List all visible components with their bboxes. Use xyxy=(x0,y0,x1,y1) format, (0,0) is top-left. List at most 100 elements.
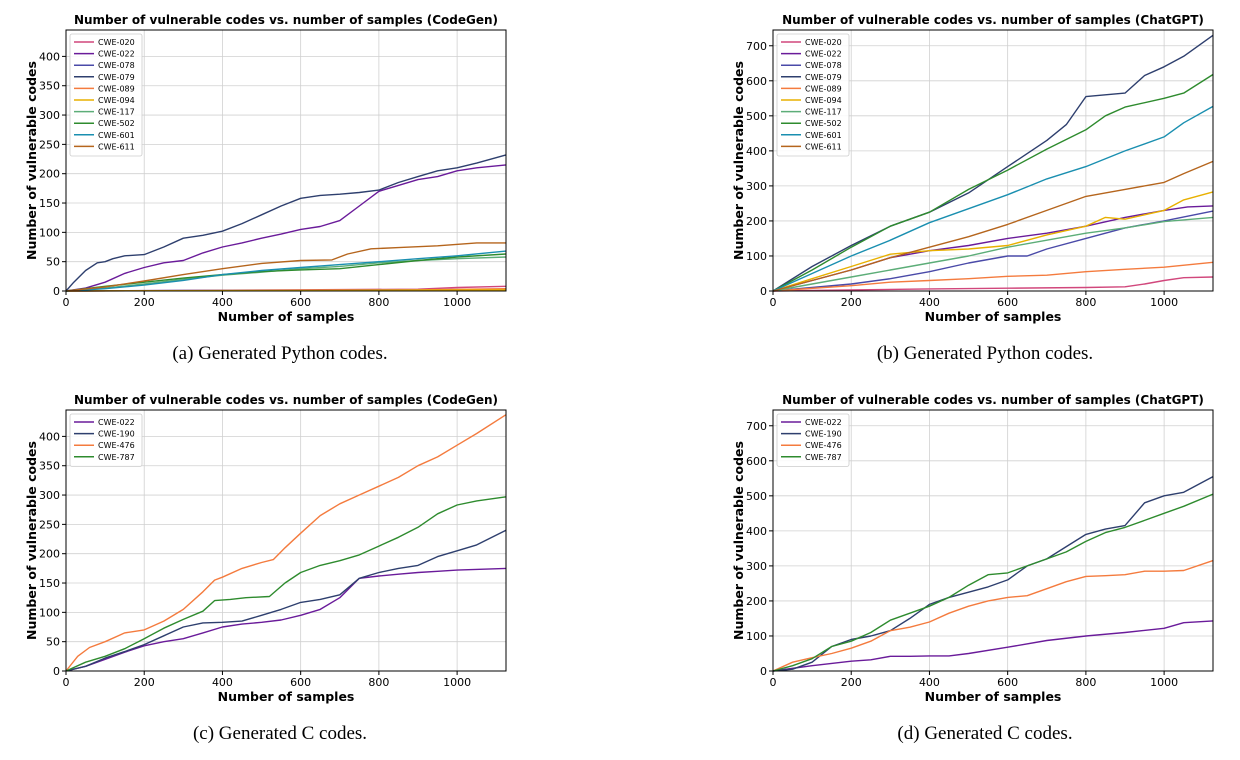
chart0-ytick-label-1: 50 xyxy=(46,256,60,269)
chart2-ytick-label-4: 200 xyxy=(39,548,60,561)
chart3-series-cwe-190 xyxy=(772,475,1214,672)
chart3-xlabel: Number of samples xyxy=(925,689,1062,704)
chart2-xtick-label-1: 200 xyxy=(134,676,155,689)
chart3-xtick-label-2: 400 xyxy=(919,676,940,689)
chart0-legend-label-9: CWE-611 xyxy=(98,142,135,151)
chart1-frame xyxy=(772,29,1214,292)
chart1-series-cwe-611 xyxy=(772,160,1214,292)
chart3-legend-box xyxy=(776,413,850,467)
chart2-xtick-label-2: 400 xyxy=(212,676,233,689)
chart3-ytick-label-2: 200 xyxy=(746,595,767,608)
chart0-xlabel: Number of samples xyxy=(218,309,355,324)
chart1-xtick-label-0: 0 xyxy=(770,296,777,309)
chart1-legend-label-5: CWE-094 xyxy=(805,96,842,105)
chart2-series-cwe-022 xyxy=(65,567,507,672)
caption-d: (d) Generated C codes. xyxy=(897,723,1073,744)
chart2-xtick-label-3: 600 xyxy=(290,676,311,689)
chart3-series-cwe-022 xyxy=(772,620,1214,672)
chart1-legend-label-8: CWE-601 xyxy=(805,131,842,140)
chart2-ytick-label-0: 0 xyxy=(53,665,60,678)
chart1-series-cwe-022 xyxy=(772,205,1214,292)
chart0-legend-label-4: CWE-089 xyxy=(98,84,135,93)
chart1-xtick-label-3: 600 xyxy=(997,296,1018,309)
chart3-ytick-label-5: 500 xyxy=(746,490,767,503)
chart1-ytick-label-5: 500 xyxy=(746,110,767,123)
chart1-ytick-label-0: 0 xyxy=(760,285,767,298)
chart1-legend-label-6: CWE-117 xyxy=(805,108,842,117)
chart0-ytick-label-3: 150 xyxy=(39,197,60,210)
chart3-frame xyxy=(772,409,1214,672)
chart1-legend-label-1: CWE-022 xyxy=(805,50,842,59)
chart0-ytick-label-2: 100 xyxy=(39,226,60,239)
chart1-series-cwe-502 xyxy=(772,73,1214,292)
chart2-ytick-label-6: 300 xyxy=(39,489,60,502)
chart1-series-cwe-079 xyxy=(772,34,1214,292)
chart0-legend-label-7: CWE-502 xyxy=(98,119,135,128)
chart0-xtick-label-3: 600 xyxy=(290,296,311,309)
chart2-ytick-label-5: 250 xyxy=(39,518,60,531)
chart0-legend-label-2: CWE-078 xyxy=(98,61,135,70)
chart0-xtick-label-2: 400 xyxy=(212,296,233,309)
chart2-xtick-label-4: 800 xyxy=(368,676,389,689)
chart2-xtick-label-5: 1000 xyxy=(443,676,471,689)
chart2-ytick-label-3: 150 xyxy=(39,577,60,590)
chart0-series-cwe-502 xyxy=(65,253,507,292)
chart1-ytick-label-1: 100 xyxy=(746,250,767,263)
chart1-ylabel: Number of vulnerable codes xyxy=(731,61,746,260)
chart1-ytick-label-4: 400 xyxy=(746,145,767,158)
chart0-series-cwe-601 xyxy=(65,250,507,292)
caption-b: (b) Generated Python codes. xyxy=(876,343,1094,364)
chart3-ytick-label-3: 300 xyxy=(746,560,767,573)
chart1-ytick-label-2: 200 xyxy=(746,215,767,228)
chart0-ytick-label-7: 350 xyxy=(39,80,60,93)
chart3-xtick-label-4: 800 xyxy=(1075,676,1096,689)
chart2-legend-label-2: CWE-476 xyxy=(98,441,135,450)
chart2-xtick-label-0: 0 xyxy=(63,676,70,689)
chart3-legend-label-3: CWE-787 xyxy=(805,453,842,462)
chart0-frame xyxy=(65,29,507,292)
chart1-ytick-label-6: 600 xyxy=(746,75,767,88)
chart2-legend-box xyxy=(69,413,143,467)
chart0-legend-label-5: CWE-094 xyxy=(98,96,135,105)
chart1-xlabel: Number of samples xyxy=(925,309,1062,324)
chart2-legend-label-1: CWE-190 xyxy=(98,430,135,439)
chart1-xtick-label-2: 400 xyxy=(919,296,940,309)
chart1-legend-label-9: CWE-611 xyxy=(805,142,842,151)
chart3-series-cwe-476 xyxy=(772,559,1214,672)
chart2-ytick-label-8: 400 xyxy=(39,430,60,443)
chart3-legend-label-1: CWE-190 xyxy=(805,430,842,439)
chart1-series-cwe-601 xyxy=(772,105,1214,292)
chart1-legend-label-7: CWE-502 xyxy=(805,119,842,128)
chart-panel-c: 0 200 400 600 800 1000 0 50 100 150 200 250 300 350 40… xyxy=(24,393,507,704)
chart-panel-b: 0 200 400 600 800 10000100200300400500600700N… xyxy=(731,13,1214,324)
chart0-xtick-label-4: 800 xyxy=(368,296,389,309)
chart2-series-cwe-787 xyxy=(65,496,507,672)
chart1-ytick-label-7: 700 xyxy=(746,40,767,53)
chart0-xtick-label-0: 0 xyxy=(63,296,70,309)
chart3-ytick-label-1: 100 xyxy=(746,630,767,643)
chart0-legend-label-0: CWE-020 xyxy=(98,38,135,47)
chart1-xtick-label-1: 200 xyxy=(841,296,862,309)
chart3-ytick-label-0: 0 xyxy=(760,665,767,678)
chart2-series-cwe-476 xyxy=(65,414,507,672)
caption-a: (a) Generated Python codes. xyxy=(172,343,388,364)
chart0-series-cwe-611 xyxy=(65,242,506,292)
chart2-ytick-label-2: 100 xyxy=(39,606,60,619)
chart3-ytick-label-7: 700 xyxy=(746,420,767,433)
chart2-series-cwe-190 xyxy=(65,529,507,672)
chart1-series-cwe-089 xyxy=(772,261,1214,292)
chart0-legend-label-1: CWE-022 xyxy=(98,50,135,59)
chart2-legend-label-0: CWE-022 xyxy=(98,418,135,427)
chart0-ylabel: Number of vulnerable codes xyxy=(24,61,39,260)
chart2-ytick-label-7: 350 xyxy=(39,460,60,473)
chart1-legend-label-3: CWE-079 xyxy=(805,73,842,82)
chart1-series-cwe-020 xyxy=(772,276,1214,292)
chart-panel-a: 0 200 400 600 800 1000 0 50 100 150 200 250 300 350 40… xyxy=(24,13,507,324)
chart3-ytick-label-6: 600 xyxy=(746,455,767,468)
chart1-xtick-label-4: 800 xyxy=(1075,296,1096,309)
chart3-xtick-label-5: 1000 xyxy=(1150,676,1178,689)
chart3-legend-label-2: CWE-476 xyxy=(805,441,842,450)
chart1-xtick-label-5: 1000 xyxy=(1150,296,1178,309)
chart2-ytick-label-1: 50 xyxy=(46,636,60,649)
chart3-series-cwe-787 xyxy=(772,493,1214,672)
